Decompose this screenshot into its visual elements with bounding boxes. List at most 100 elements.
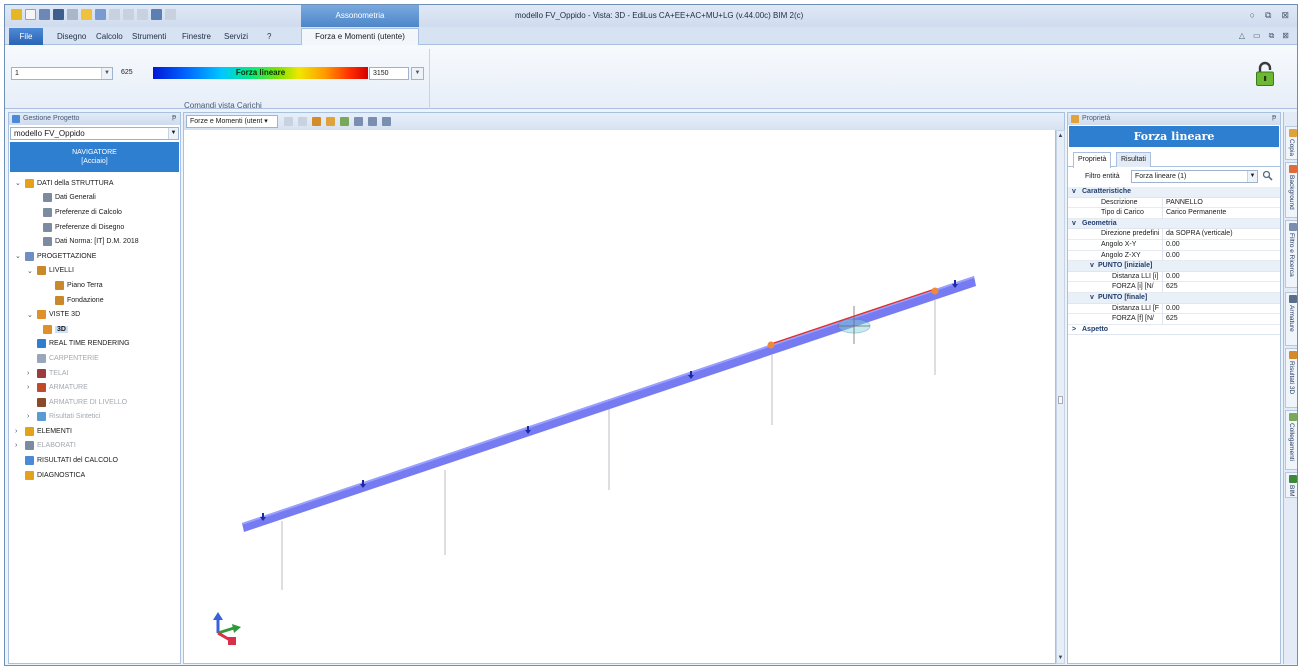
property-tipo-carico[interactable]: Tipo di Carico Carico Permanente <box>1068 208 1280 219</box>
scroll-up-icon[interactable]: ▲ <box>1057 133 1064 139</box>
scroll-down-icon[interactable]: ▼ <box>1057 655 1064 661</box>
undo-icon[interactable] <box>151 9 162 20</box>
beam[interactable] <box>242 276 976 532</box>
print-icon[interactable] <box>67 9 78 20</box>
copy-icon[interactable] <box>109 9 120 20</box>
side-tab-armature[interactable]: Armature <box>1285 292 1297 346</box>
property-value[interactable]: PANNELLO <box>1162 197 1278 209</box>
property-value[interactable]: 0.00 <box>1162 239 1278 251</box>
model-canvas[interactable] <box>184 130 1057 664</box>
lock-icon[interactable] <box>1255 61 1275 87</box>
property-angolo-xy[interactable]: Angolo X-Y 0.00 <box>1068 239 1280 251</box>
side-tab-background[interactable]: Background <box>1285 162 1297 218</box>
property-value[interactable]: 625 <box>1162 314 1278 325</box>
gizmo-icon[interactable] <box>837 306 871 344</box>
scale-max-dropdown[interactable]: ▼ <box>411 67 424 80</box>
tree-item[interactable]: Preferenze di Disegno <box>9 220 180 235</box>
tree-item[interactable]: Dati Generali <box>9 191 180 206</box>
view-mode-select[interactable]: Forze e Momenti (utent ▾ <box>186 115 278 128</box>
property-value[interactable]: da SOPRA (verticale) <box>1162 229 1278 240</box>
tab-finestre[interactable]: Finestre <box>182 32 211 41</box>
minimize-button[interactable]: ○ <box>1249 10 1256 20</box>
section-caratteristiche[interactable]: v Caratteristiche <box>1068 187 1280 198</box>
chevron-right-icon[interactable]: > <box>1072 325 1077 333</box>
open-icon[interactable] <box>39 9 50 20</box>
search-icon[interactable] <box>1262 170 1273 181</box>
redo-icon[interactable] <box>165 9 176 20</box>
save-icon[interactable] <box>53 9 64 20</box>
pointer-icon[interactable] <box>95 9 106 20</box>
tree-item[interactable]: 3D <box>9 322 180 337</box>
paste-icon[interactable] <box>123 9 134 20</box>
tree-item[interactable]: › Risultati Sintetici <box>9 410 180 425</box>
doc-close-button[interactable]: ⊠ <box>1282 31 1289 40</box>
new-icon[interactable] <box>25 9 36 20</box>
section-geometria[interactable]: v Geometria <box>1068 218 1280 230</box>
chevron-down-icon[interactable]: v <box>1072 219 1076 227</box>
chevron-down-icon[interactable]: ⌄ <box>15 180 21 188</box>
tree-item[interactable]: › ARMATURE <box>9 380 180 395</box>
tab-servizi[interactable]: Servizi <box>224 32 249 41</box>
tab-forza-e-momenti[interactable]: Forza e Momenti (utente) <box>301 28 419 45</box>
property-value[interactable]: 0.00 <box>1162 303 1278 315</box>
filter-view-icon[interactable] <box>340 117 349 126</box>
chevron-right-icon[interactable]: › <box>15 442 18 450</box>
cut-icon[interactable] <box>137 9 148 20</box>
chevron-down-icon[interactable]: ▼ <box>1247 171 1257 182</box>
app-icon[interactable] <box>11 9 22 20</box>
property-descrizione[interactable]: Descrizione PANNELLO <box>1068 197 1280 209</box>
ribbon-collapse-button[interactable]: △ <box>1238 31 1246 40</box>
pin-icon[interactable]: ᵽ <box>172 114 176 121</box>
chevron-down-icon[interactable]: ⌄ <box>27 311 33 319</box>
solid-view-icon[interactable] <box>312 117 321 126</box>
tab-risultati[interactable]: Risultati <box>1116 152 1151 167</box>
doc-minimize-button[interactable]: ▭ <box>1253 31 1261 40</box>
share-icon[interactable] <box>382 117 391 126</box>
load-start-node[interactable] <box>767 341 775 349</box>
tab-proprieta[interactable]: Proprietà <box>1073 152 1112 168</box>
pin-icon[interactable]: ᵽ <box>1272 114 1276 121</box>
file-tab[interactable]: File <box>9 28 43 45</box>
tree-item[interactable]: Piano Terra <box>9 278 180 293</box>
tab-disegno[interactable]: Disegno <box>57 32 87 41</box>
section-punto-iniziale[interactable]: v PUNTO [iniziale] <box>1068 261 1280 272</box>
property-value[interactable]: 625 <box>1162 282 1278 293</box>
tree-item[interactable]: CARPENTERIE <box>9 351 180 366</box>
measure-icon[interactable] <box>284 117 293 126</box>
tab-strumenti[interactable]: Strumenti <box>132 32 167 41</box>
linear-load[interactable] <box>770 288 936 345</box>
project-select[interactable]: modello FV_Oppido ▼ <box>10 127 179 140</box>
chevron-down-icon[interactable]: ⌄ <box>27 267 33 275</box>
tree-item[interactable]: › ELABORATI <box>9 439 180 454</box>
property-direzione[interactable]: Direzione predefini da SOPRA (verticale) <box>1068 229 1280 240</box>
tree-item[interactable]: ARMATURE DI LIVELLO <box>9 395 180 410</box>
entity-filter-select[interactable]: Forza lineare (1) ▼ <box>1131 170 1258 183</box>
section-icon[interactable] <box>298 117 307 126</box>
property-value[interactable]: Carico Permanente <box>1162 208 1278 219</box>
grid-icon[interactable] <box>354 117 363 126</box>
chevron-right-icon[interactable]: › <box>27 413 30 421</box>
viewport-scrollbar[interactable]: ▲ ▼ <box>1056 130 1065 664</box>
side-tab-bim[interactable]: BIM <box>1285 472 1297 498</box>
property-distanza-f[interactable]: Distanza LLI [F 0.00 <box>1068 303 1280 315</box>
tree-item[interactable]: ⌄ PROGETTAZIONE <box>9 249 180 264</box>
side-tab-risultati-3d[interactable]: Risultati 3D <box>1285 348 1297 408</box>
chevron-down-icon[interactable]: v <box>1090 293 1094 301</box>
section-punto-finale[interactable]: v PUNTO [finale] <box>1068 292 1280 304</box>
tree-item[interactable]: DIAGNOSTICA <box>9 468 180 483</box>
tree-item[interactable]: REAL TIME RENDERING <box>9 337 180 352</box>
chevron-down-icon[interactable]: ⌄ <box>15 253 21 261</box>
chevron-down-icon[interactable]: ▼ <box>412 68 423 79</box>
load-case-select[interactable]: 1 ▼ <box>11 67 113 80</box>
tab-calcolo[interactable]: Calcolo <box>96 32 123 41</box>
select-icon[interactable] <box>81 9 92 20</box>
property-value[interactable]: 0.00 <box>1162 250 1278 262</box>
tree-item[interactable]: ⌄ LIVELLI <box>9 264 180 279</box>
load-end-node[interactable] <box>931 287 939 295</box>
side-tab-filtro[interactable]: Filtro e Ricerca <box>1285 220 1297 288</box>
chevron-right-icon[interactable]: › <box>15 427 18 435</box>
property-forza-f[interactable]: FORZA [f] [N/625 <box>1068 314 1280 325</box>
chevron-down-icon[interactable]: ▼ <box>168 128 178 139</box>
chevron-down-icon[interactable]: ▼ <box>101 68 112 79</box>
scale-max-value[interactable]: 3150 <box>369 67 409 80</box>
